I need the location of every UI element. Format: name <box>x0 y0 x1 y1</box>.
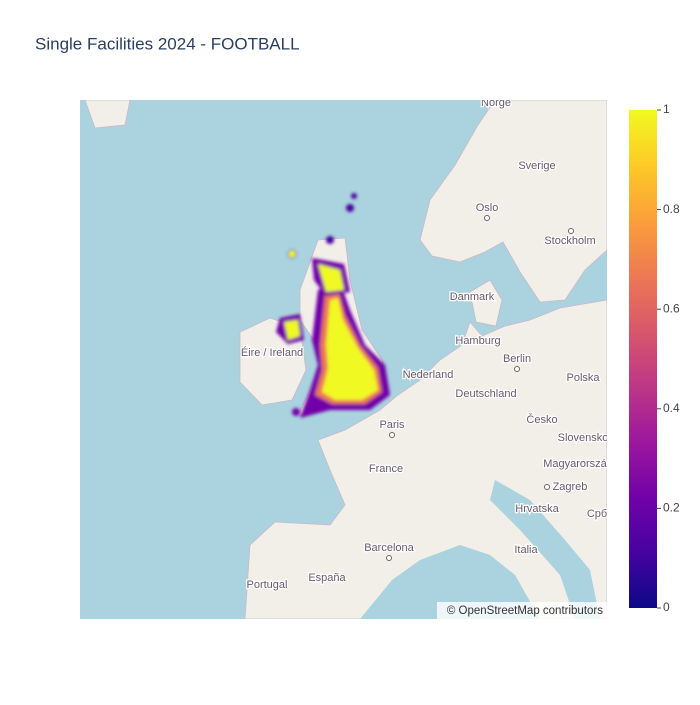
density <box>276 193 390 418</box>
place-label: Oslo <box>476 202 499 214</box>
map[interactable]: NorgeSverigeOsloStockholmDanmarkHamburgB… <box>80 97 608 619</box>
place-marker <box>386 555 392 561</box>
place-label: Срб <box>587 508 607 520</box>
place-label: Deutschland <box>455 388 516 400</box>
place-marker <box>544 484 550 490</box>
place-label: Nederland <box>403 369 454 381</box>
place-label: Barcelona <box>364 542 414 554</box>
attribution[interactable]: © OpenStreetMap contributors <box>447 605 603 617</box>
place-label: Portugal <box>247 579 288 591</box>
colorbar-tick-label: 0.8 <box>663 202 680 216</box>
place-marker <box>568 228 574 234</box>
place-label: Česko <box>526 413 557 426</box>
place-label: Danmark <box>450 291 495 303</box>
place-label: Hamburg <box>455 335 500 347</box>
attribution-bg <box>437 602 607 619</box>
place-label: Hrvatska <box>515 503 559 515</box>
colorbar-tick-label: 0.6 <box>663 301 680 315</box>
place-label: Norge <box>481 97 511 109</box>
place-label: Sverige <box>518 160 555 172</box>
colorbar <box>629 110 657 608</box>
place-label: Magyarorszá <box>543 458 607 470</box>
place-label: Éire / Ireland <box>241 346 303 359</box>
place-label: Italia <box>514 544 538 556</box>
place-label: France <box>369 463 403 475</box>
mediterranean <box>360 480 600 619</box>
place-marker <box>484 215 490 221</box>
place-label: Zagreb <box>553 481 588 493</box>
colorbar-tick-label: 0.2 <box>663 501 680 515</box>
place-marker <box>514 366 520 372</box>
place-label: España <box>308 572 346 584</box>
place-label: Paris <box>379 419 405 431</box>
colorbar-tick-label: 0.4 <box>663 401 680 415</box>
colorbar-tick-label: 0 <box>663 600 670 614</box>
place-marker <box>389 432 395 438</box>
colorbar-tick-label: 1 <box>663 102 670 116</box>
place-label: Polska <box>566 372 600 384</box>
title: Single Facilities 2024 - FOOTBALL <box>35 34 300 53</box>
place-label: Berlin <box>503 353 531 365</box>
place-label: Stockholm <box>544 235 595 247</box>
place-label: Slovensko <box>558 432 609 444</box>
